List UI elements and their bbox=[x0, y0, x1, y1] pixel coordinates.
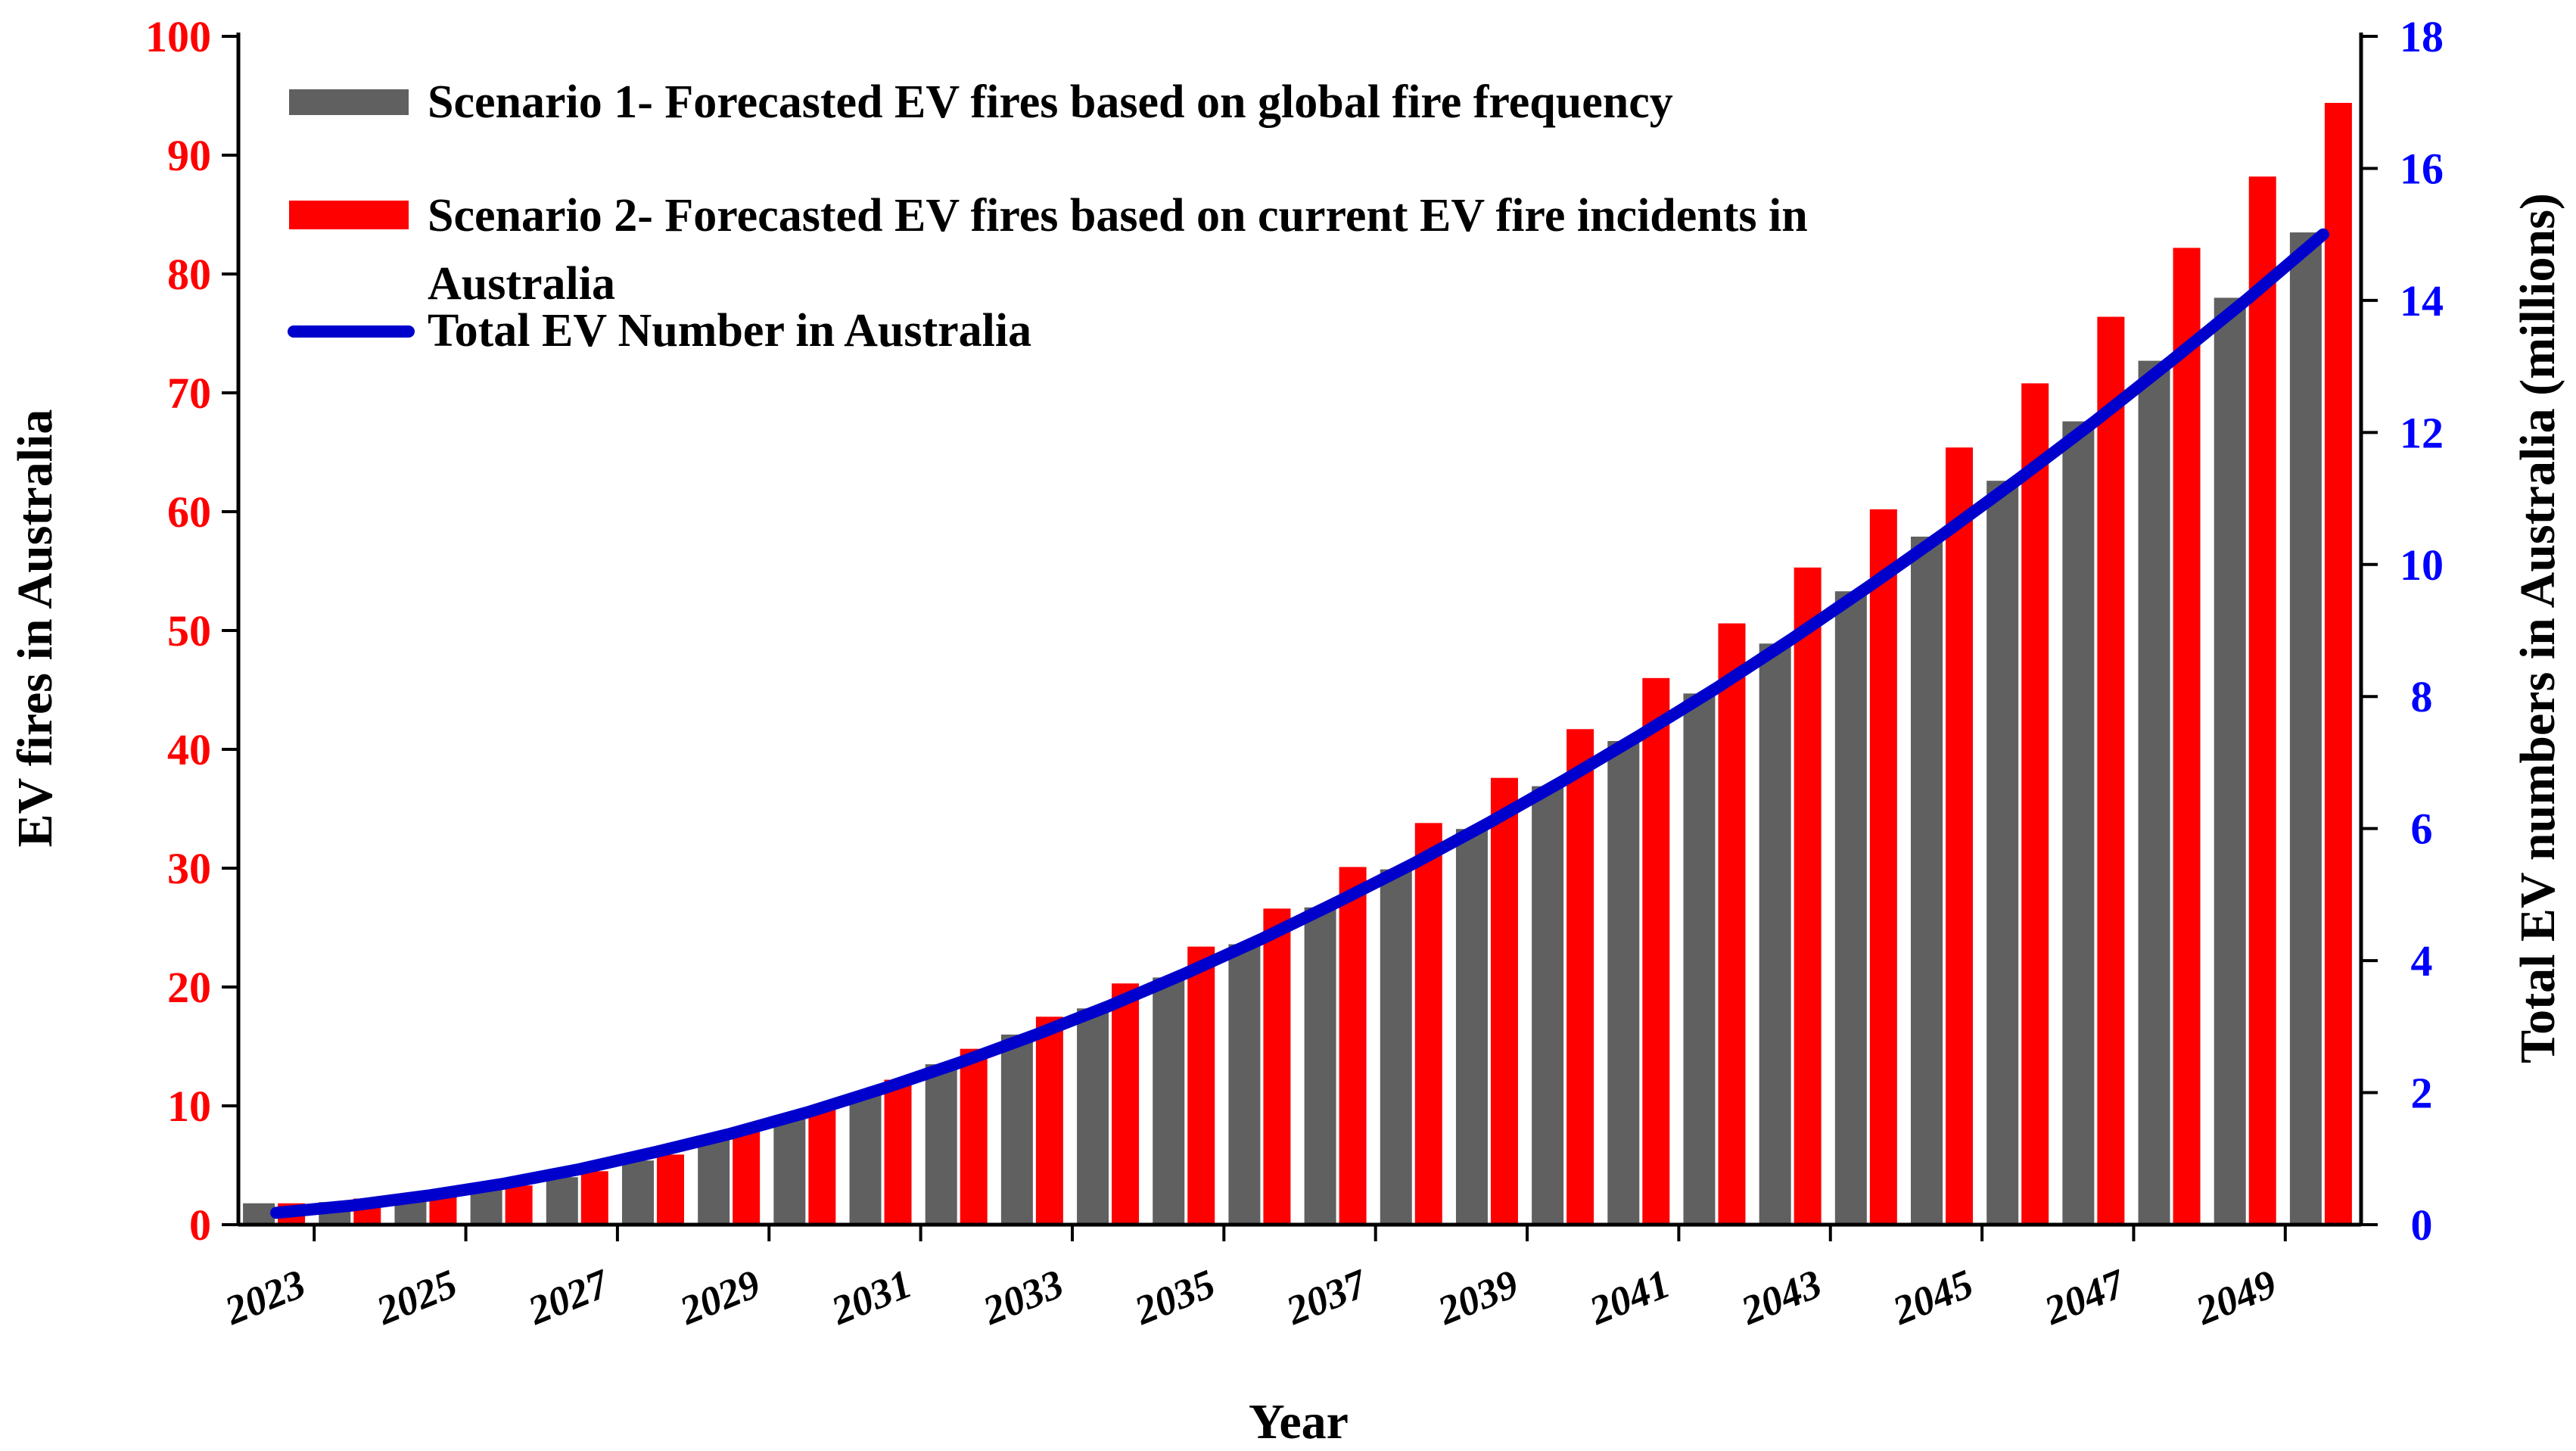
y-left-tick-label: 10 bbox=[167, 1082, 211, 1131]
bar-scenario2-2037 bbox=[1339, 867, 1367, 1225]
bar-scenario1-2046 bbox=[1986, 481, 2019, 1225]
y-left-tick-label: 40 bbox=[167, 725, 211, 774]
y-right-tick-label: 14 bbox=[2400, 276, 2444, 325]
y-left-tick-label: 20 bbox=[167, 963, 211, 1012]
y-right-tick-label: 18 bbox=[2400, 12, 2444, 61]
y-left-tick-label: 70 bbox=[167, 369, 211, 418]
bar-scenario1-2048 bbox=[2138, 360, 2170, 1225]
bar-scenario1-2032 bbox=[925, 1064, 957, 1225]
bar-scenario2-2031 bbox=[884, 1079, 912, 1225]
bar-scenario1-2044 bbox=[1834, 591, 1867, 1225]
y-right-tick-label: 6 bbox=[2411, 805, 2433, 854]
y-right-tick-label: 0 bbox=[2411, 1200, 2433, 1250]
bar-scenario1-2049 bbox=[2214, 297, 2246, 1225]
bar-scenario2-2047 bbox=[2097, 316, 2125, 1225]
bar-scenario2-2039 bbox=[1490, 777, 1518, 1225]
bar-scenario1-2027 bbox=[546, 1177, 578, 1225]
bar-scenario1-2045 bbox=[1911, 536, 1943, 1225]
bar-scenario1-2047 bbox=[2062, 421, 2095, 1225]
legend-label-scenario2: Scenario 2- Forecasted EV fires based on… bbox=[428, 190, 1808, 310]
y-left-axis-title: EV fires in Australia bbox=[8, 409, 63, 848]
bar-scenario2-2026 bbox=[505, 1185, 533, 1225]
bar-scenario2-2048 bbox=[2173, 248, 2201, 1225]
line-total-ev bbox=[270, 228, 2329, 1219]
axes-group: 0102030405060708090100024681012141618202… bbox=[145, 12, 2444, 1334]
bar-scenario1-2028 bbox=[621, 1160, 654, 1225]
line-layer bbox=[270, 228, 2329, 1219]
legend-swatch-scenario1 bbox=[289, 89, 409, 115]
bar-scenario2-2029 bbox=[733, 1132, 761, 1225]
bar-scenario1-2038 bbox=[1380, 869, 1412, 1225]
bar-scenario2-2044 bbox=[1869, 509, 1897, 1225]
bar-scenario1-2050 bbox=[2289, 232, 2322, 1225]
legend: Scenario 1- Forecasted EV fires based on… bbox=[288, 76, 1808, 357]
y-right-tick-label: 2 bbox=[2411, 1069, 2433, 1118]
bar-scenario1-2030 bbox=[773, 1117, 806, 1225]
bar-scenario1-2037 bbox=[1304, 907, 1336, 1225]
bar-scenario1-2031 bbox=[849, 1092, 882, 1225]
bar-scenario2-2028 bbox=[656, 1154, 684, 1225]
bar-scenario2-2035 bbox=[1187, 946, 1215, 1225]
legend-label-scenario1: Scenario 1- Forecasted EV fires based on… bbox=[428, 76, 1673, 128]
bar-scenario1-2043 bbox=[1759, 643, 1791, 1225]
bar-scenario2-2043 bbox=[1794, 567, 1822, 1225]
y-right-axis-title: Total EV numbers in Australia (millions) bbox=[2510, 193, 2565, 1063]
bar-scenario1-2035 bbox=[1153, 977, 1185, 1225]
y-left-tick-label: 50 bbox=[167, 606, 211, 655]
bar-scenario2-2034 bbox=[1112, 983, 1140, 1225]
y-right-tick-label: 16 bbox=[2400, 144, 2444, 193]
bar-scenario2-2042 bbox=[1718, 623, 1746, 1225]
y-right-tick-label: 10 bbox=[2400, 540, 2444, 590]
y-left-tick-label: 0 bbox=[189, 1200, 211, 1250]
bar-scenario1-2036 bbox=[1228, 944, 1261, 1225]
bar-scenario2-2030 bbox=[808, 1108, 836, 1225]
bar-scenario1-2023 bbox=[243, 1203, 275, 1225]
bar-scenario2-2040 bbox=[1566, 729, 1594, 1225]
bar-scenario2-2027 bbox=[580, 1171, 608, 1225]
bar-scenario1-2039 bbox=[1455, 829, 1488, 1225]
bar-scenario1-2029 bbox=[698, 1140, 730, 1225]
bar-scenario1-2040 bbox=[1532, 786, 1564, 1225]
bar-scenario1-2041 bbox=[1607, 741, 1640, 1225]
y-left-tick-label: 100 bbox=[145, 12, 211, 61]
bar-scenario1-2042 bbox=[1683, 693, 1716, 1225]
bar-scenario2-2032 bbox=[960, 1048, 988, 1225]
y-left-tick-label: 30 bbox=[167, 844, 211, 893]
y-right-tick-label: 8 bbox=[2411, 672, 2433, 721]
y-left-tick-label: 60 bbox=[167, 487, 211, 537]
bar-scenario2-2038 bbox=[1414, 823, 1442, 1225]
bar-scenario2-2045 bbox=[1946, 447, 1974, 1225]
bar-scenario1-2026 bbox=[470, 1188, 502, 1225]
bar-scenario2-2041 bbox=[1642, 677, 1670, 1225]
y-left-tick-label: 90 bbox=[167, 131, 211, 180]
bar-scenario2-2046 bbox=[2021, 383, 2049, 1225]
x-axis-title: Year bbox=[1249, 1394, 1349, 1449]
y-right-tick-label: 12 bbox=[2400, 408, 2444, 457]
bar-scenario2-2049 bbox=[2248, 176, 2276, 1225]
legend-swatch-scenario2 bbox=[289, 201, 409, 229]
legend-label-total-ev: Total EV Number in Australia bbox=[428, 305, 1031, 357]
y-right-tick-label: 4 bbox=[2411, 936, 2433, 985]
bar-scenario2-2033 bbox=[1035, 1017, 1063, 1225]
y-left-tick-label: 80 bbox=[167, 250, 211, 299]
bar-scenario1-2033 bbox=[1000, 1034, 1033, 1225]
bar-scenario2-2036 bbox=[1263, 908, 1291, 1225]
bar-scenario1-2034 bbox=[1077, 1008, 1109, 1225]
bar-scenario2-2050 bbox=[2324, 102, 2352, 1225]
bars-group bbox=[243, 102, 2352, 1225]
